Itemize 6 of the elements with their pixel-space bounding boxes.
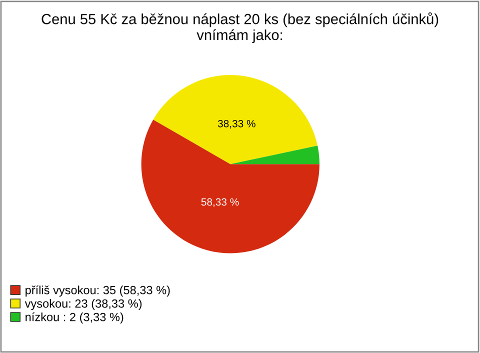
data-label: 58,33 % (201, 198, 239, 207)
legend-label: příliš vysokou: 35 (58,33 %) (26, 285, 170, 297)
data-label: 38,33 % (218, 120, 256, 129)
chart-title: Cenu 55 Kč za běžnou náplast 20 ks (bez speciálních účinků) vnímám jako: (42, 12, 438, 44)
legend-label: vysokou: 23 (38,33 %) (24, 299, 142, 310)
legend-label: nízkou : 2 (3,33 %) (26, 312, 124, 324)
